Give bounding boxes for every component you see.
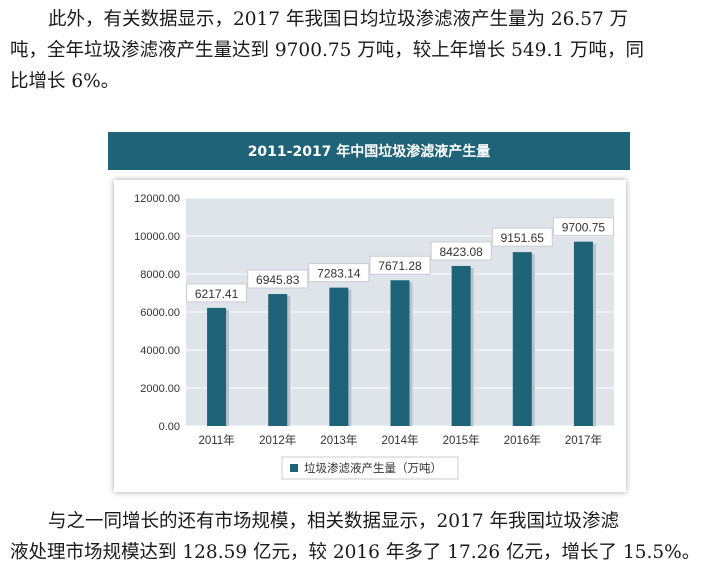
bar (512, 252, 532, 426)
bar-label-box (552, 217, 614, 237)
bar-label-box (369, 255, 431, 275)
y-tick-label: 6000.00 (140, 307, 180, 319)
bar-label-box (247, 269, 309, 289)
bar-chart: 0.00 2000.00 4000.00 6000.00 8000.00 10000.00… (134, 193, 614, 480)
bar-value-label: 9151.65 (501, 231, 545, 245)
bar (390, 280, 410, 426)
y-tick-label: 2000.00 (140, 383, 180, 395)
bar (268, 294, 288, 426)
bar-value-label: 9700.75 (562, 221, 606, 235)
intro-line-1: 此外，有关数据显示，2017 年我国日均垃圾渗滤液产生量为 26.57 万 (48, 9, 629, 30)
bar-label-box (308, 263, 370, 283)
legend-swatch (290, 464, 298, 472)
x-tick-label: 2014年 (381, 433, 418, 447)
x-tick-label: 2015年 (443, 433, 480, 447)
y-tick-label: 12000.00 (134, 193, 180, 205)
legend-box (281, 456, 459, 480)
intro-paragraph: 此外，有关数据显示，2017 年我国日均垃圾渗滤液产生量为 26.57 万 吨，… (10, 4, 700, 97)
bar-value-label: 7671.28 (378, 259, 422, 273)
intro-line-3: 比增长 6%。 (10, 71, 120, 92)
market-line-1: 与之一同增长的还有市场规模，相关数据显示，2017 年我国垃圾渗滤 (48, 511, 619, 532)
chart-frame: 0.00 2000.00 4000.00 6000.00 8000.00 10000.00… (114, 180, 626, 492)
legend-label: 垃圾渗滤液产生量（万吨） (304, 461, 442, 475)
bar-label-box (491, 227, 553, 247)
y-tick-label: 10000.00 (134, 231, 180, 243)
bar (573, 241, 593, 426)
bar (329, 287, 349, 426)
chart-title: 2011-2017 年中国垃圾渗滤液产生量 (108, 132, 630, 170)
x-tick-label: 2012年 (259, 433, 296, 447)
y-tick-label: 4000.00 (140, 345, 180, 357)
bar-value-label: 6217.41 (195, 287, 239, 301)
bar (451, 265, 471, 426)
x-tick-label: 2017年 (565, 433, 602, 447)
bar-value-label: 8423.08 (439, 245, 483, 259)
y-tick-label: 0.00 (159, 421, 180, 433)
x-tick-label: 2011年 (198, 433, 234, 447)
x-tick-label: 2016年 (504, 433, 541, 447)
intro-line-2: 吨，全年垃圾渗滤液产生量达到 9700.75 万吨，较上年增长 549.1 万吨… (10, 40, 644, 61)
bar-label-box (430, 241, 492, 261)
market-line-2: 液处理市场规模达到 128.59 亿元，较 2016 年多了 17.26 亿元，… (10, 542, 701, 563)
x-tick-label: 2013年 (320, 433, 357, 447)
y-tick-label: 8000.00 (140, 269, 180, 281)
bar (207, 307, 227, 426)
bar-value-label: 7283.14 (317, 267, 361, 281)
bar-label-box (186, 283, 248, 303)
market-paragraph: 与之一同增长的还有市场规模，相关数据显示，2017 年我国垃圾渗滤 液处理市场规… (10, 506, 700, 568)
bar-value-label: 6945.83 (256, 273, 300, 287)
